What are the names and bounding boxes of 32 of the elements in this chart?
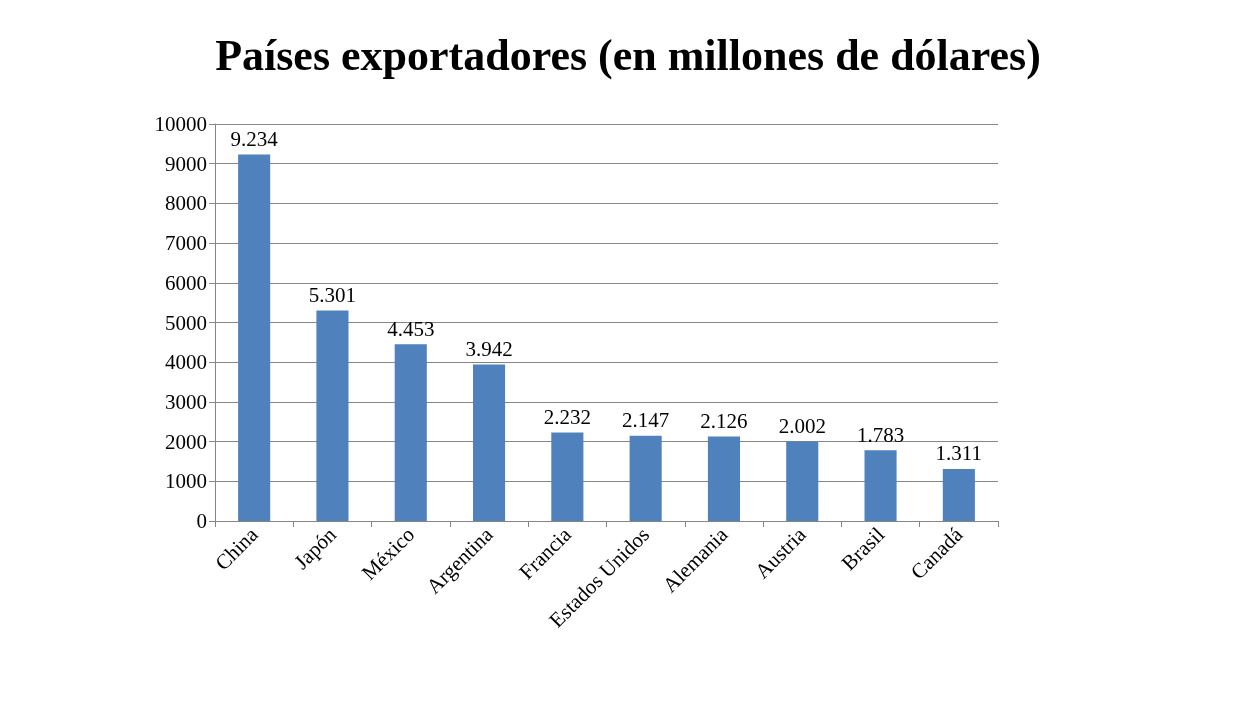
bar <box>864 450 897 521</box>
data-label: 2.147 <box>622 408 670 433</box>
bar <box>942 468 975 521</box>
y-tick-label: 9000 <box>165 151 207 176</box>
bar <box>629 435 662 521</box>
y-tick-label: 10000 <box>154 112 207 136</box>
data-label: 9.234 <box>230 126 279 151</box>
y-tick-label: 2000 <box>165 429 207 454</box>
bar <box>551 432 584 521</box>
bar <box>707 436 740 521</box>
y-tick-label: 3000 <box>165 389 207 414</box>
y-tick-label: 4000 <box>165 350 207 375</box>
bar <box>238 154 271 521</box>
data-label: 2.002 <box>778 414 826 439</box>
y-tick-label: 6000 <box>165 270 207 295</box>
y-tick-label: 0 <box>196 509 207 533</box>
data-label: 5.301 <box>308 283 357 308</box>
bar <box>786 441 819 521</box>
bar <box>473 364 506 521</box>
data-label: 4.453 <box>387 316 435 341</box>
data-label: 3.942 <box>465 337 513 361</box>
y-tick-label: 1000 <box>165 469 207 494</box>
data-label: 2.232 <box>543 404 591 429</box>
data-label: 1.311 <box>935 441 983 466</box>
y-tick-label: 7000 <box>165 231 207 256</box>
data-label: 1.783 <box>856 422 905 447</box>
y-tick-label: 5000 <box>165 310 207 335</box>
bar <box>394 344 427 521</box>
bar <box>316 310 349 521</box>
y-tick-label: 8000 <box>165 191 207 216</box>
chart-title: Países exportadores (en millones de dólares) <box>215 30 1041 80</box>
data-label: 2.126 <box>700 409 748 434</box>
